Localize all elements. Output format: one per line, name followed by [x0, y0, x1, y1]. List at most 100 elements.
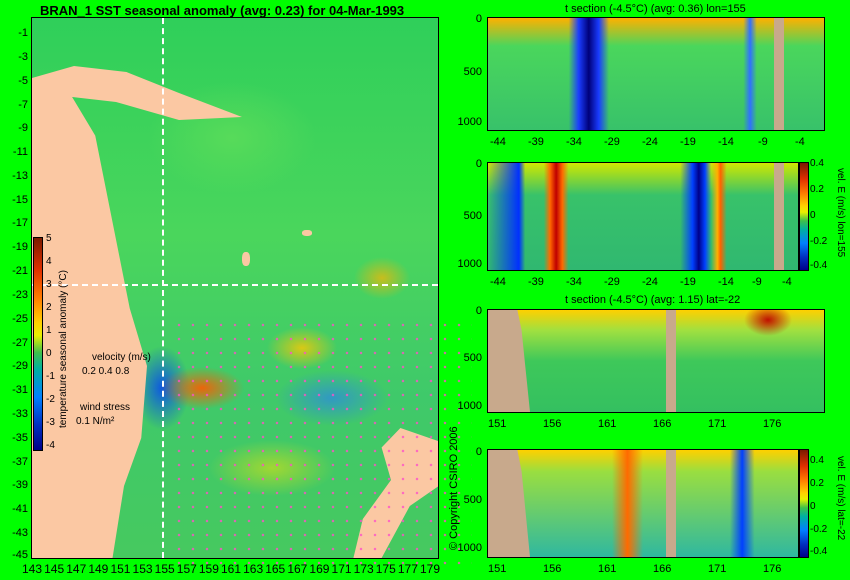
- section-2-x-tick: -24: [642, 276, 658, 288]
- section-3-x-tick: 171: [708, 418, 727, 430]
- section-1-x-tick: -19: [680, 136, 696, 148]
- velocity-colorbar-label: 0.4: [810, 158, 824, 169]
- section-3-y-tick: 500: [463, 352, 482, 364]
- section-1-x-tick: -29: [604, 136, 620, 148]
- velocity-colorbar-label: 0: [810, 501, 816, 512]
- section-1-y-tick: 1000: [457, 116, 482, 128]
- crosshair-latitude-line: [32, 284, 438, 286]
- map-y-tick: -35: [12, 432, 28, 444]
- section-3-x-tick: 176: [763, 418, 782, 430]
- map-x-tick: 153: [132, 562, 153, 576]
- map-y-tick: -15: [12, 194, 28, 206]
- map-y-tick: -39: [12, 479, 28, 491]
- map-y-tick: -17: [12, 217, 28, 229]
- section-4-y-tick: 1000: [457, 542, 482, 554]
- map-x-tick: 175: [375, 562, 396, 576]
- map-y-tick: -1: [18, 27, 28, 39]
- island: [242, 252, 250, 266]
- map-y-tick: -45: [12, 549, 28, 561]
- colorbar-label: -1: [46, 371, 55, 382]
- map-y-tick: -43: [12, 527, 28, 539]
- map-x-tick: 143: [22, 562, 43, 576]
- map-y-tick: -11: [12, 146, 28, 158]
- map-y-tick: -9: [18, 122, 28, 134]
- velocity-colorbar-label: 0.4: [810, 455, 824, 466]
- section-2-y-tick: 500: [463, 210, 482, 222]
- map-x-tick: 169: [309, 562, 330, 576]
- temperature-colorbar: [33, 237, 43, 451]
- map-y-tick: -37: [12, 456, 28, 468]
- section-2-x-tick: -14: [718, 276, 734, 288]
- section-2-x-tick: -29: [604, 276, 620, 288]
- colorbar-label: -2: [46, 394, 55, 405]
- velocity-section-lat-plot[interactable]: [487, 449, 799, 558]
- section-1-y-tick: 500: [463, 66, 482, 78]
- section-2-y-tick: 0: [475, 158, 482, 170]
- wind-stress-value: 0.1 N/m²: [76, 416, 115, 427]
- sst-anomaly-map[interactable]: [31, 17, 472, 568]
- section-4-x-tick: 171: [708, 563, 727, 575]
- island: [302, 230, 312, 236]
- map-x-tick: 151: [110, 562, 131, 576]
- map-y-tick: -31: [12, 384, 28, 396]
- map-x-tick: 173: [353, 562, 374, 576]
- map-title: BRAN_1 SST seasonal anomaly (avg: 0.23) …: [40, 3, 405, 18]
- map-x-tick: 145: [44, 562, 65, 576]
- velocity-colorbar-label: 0: [810, 210, 816, 221]
- map-x-tick: 159: [198, 562, 219, 576]
- section-2-x-tick: -44: [490, 276, 506, 288]
- section-4-y-tick: 500: [463, 494, 482, 506]
- section-1-x-tick: -24: [642, 136, 658, 148]
- section-3-title: t section (-4.5°C) (avg: 1.15) lat=-22: [565, 294, 741, 306]
- map-x-tick: 163: [243, 562, 264, 576]
- velocity-key-values: 0.2 0.4 0.8: [82, 366, 130, 377]
- section-3-x-tick: 161: [598, 418, 617, 430]
- map-y-tick: -33: [12, 408, 28, 420]
- section-2-x-tick: -39: [528, 276, 544, 288]
- colorbar-label: 4: [46, 256, 52, 267]
- map-x-tick: 171: [331, 562, 352, 576]
- map-y-tick: -41: [12, 503, 28, 515]
- colorbar-label: 2: [46, 302, 52, 313]
- colorbar-label: -4: [46, 440, 55, 451]
- section-4-x-tick: 151: [488, 563, 507, 575]
- section-4-y-tick: 0: [475, 446, 482, 458]
- velocity-colorbar-label: 0.2: [810, 184, 824, 195]
- temperature-section-lat-plot[interactable]: [487, 309, 825, 413]
- section-1-x-tick: -4: [795, 136, 805, 148]
- colorbar-label: -3: [46, 417, 55, 428]
- map-y-tick: -21: [12, 265, 28, 277]
- map-y-tick: -19: [12, 241, 28, 253]
- section-gap: [774, 18, 784, 130]
- section-3-y-tick: 0: [475, 305, 482, 317]
- section-1-title: t section (-4.5°C) (avg: 0.36) lon=155: [565, 3, 746, 15]
- velocity-key-title: velocity (m/s): [92, 352, 151, 363]
- map-x-axis: 143 145 147 149 151 153 155 157 159 161 …: [22, 562, 440, 578]
- velocity-section-lon-plot[interactable]: [487, 162, 799, 271]
- section-4-x-tick: 161: [598, 563, 617, 575]
- velocity-colorbar-title: vel. E (m/s) lon=155: [835, 168, 846, 258]
- section-1-y-tick: 0: [475, 13, 482, 25]
- velocity-colorbar-label: -0.4: [810, 260, 828, 271]
- section-1-x-tick: -14: [718, 136, 734, 148]
- temperature-section-lon-plot[interactable]: [487, 17, 825, 131]
- section-3-x-tick: 166: [653, 418, 672, 430]
- velocity-colorbar-lat: [799, 449, 809, 558]
- map-y-tick: -3: [18, 51, 28, 63]
- map-x-tick: 149: [88, 562, 109, 576]
- colorbar-label: 5: [46, 233, 52, 244]
- map-x-tick: 179: [419, 562, 440, 576]
- section-gap: [666, 310, 676, 412]
- section-2-y-tick: 1000: [457, 258, 482, 270]
- map-y-tick: -25: [12, 313, 28, 325]
- section-3-x-tick: 151: [488, 418, 507, 430]
- section-4-x-tick: 176: [763, 563, 782, 575]
- map-y-tick: -23: [12, 289, 28, 301]
- wind-stress-title: wind stress: [80, 402, 131, 413]
- section-1-x-tick: -44: [490, 136, 506, 148]
- section-2-x-tick: -4: [782, 276, 792, 288]
- map-y-tick: -5: [18, 75, 28, 87]
- section-2-x-tick: -34: [566, 276, 582, 288]
- section-1-x-tick: -39: [528, 136, 544, 148]
- velocity-colorbar-label: -0.4: [810, 546, 828, 557]
